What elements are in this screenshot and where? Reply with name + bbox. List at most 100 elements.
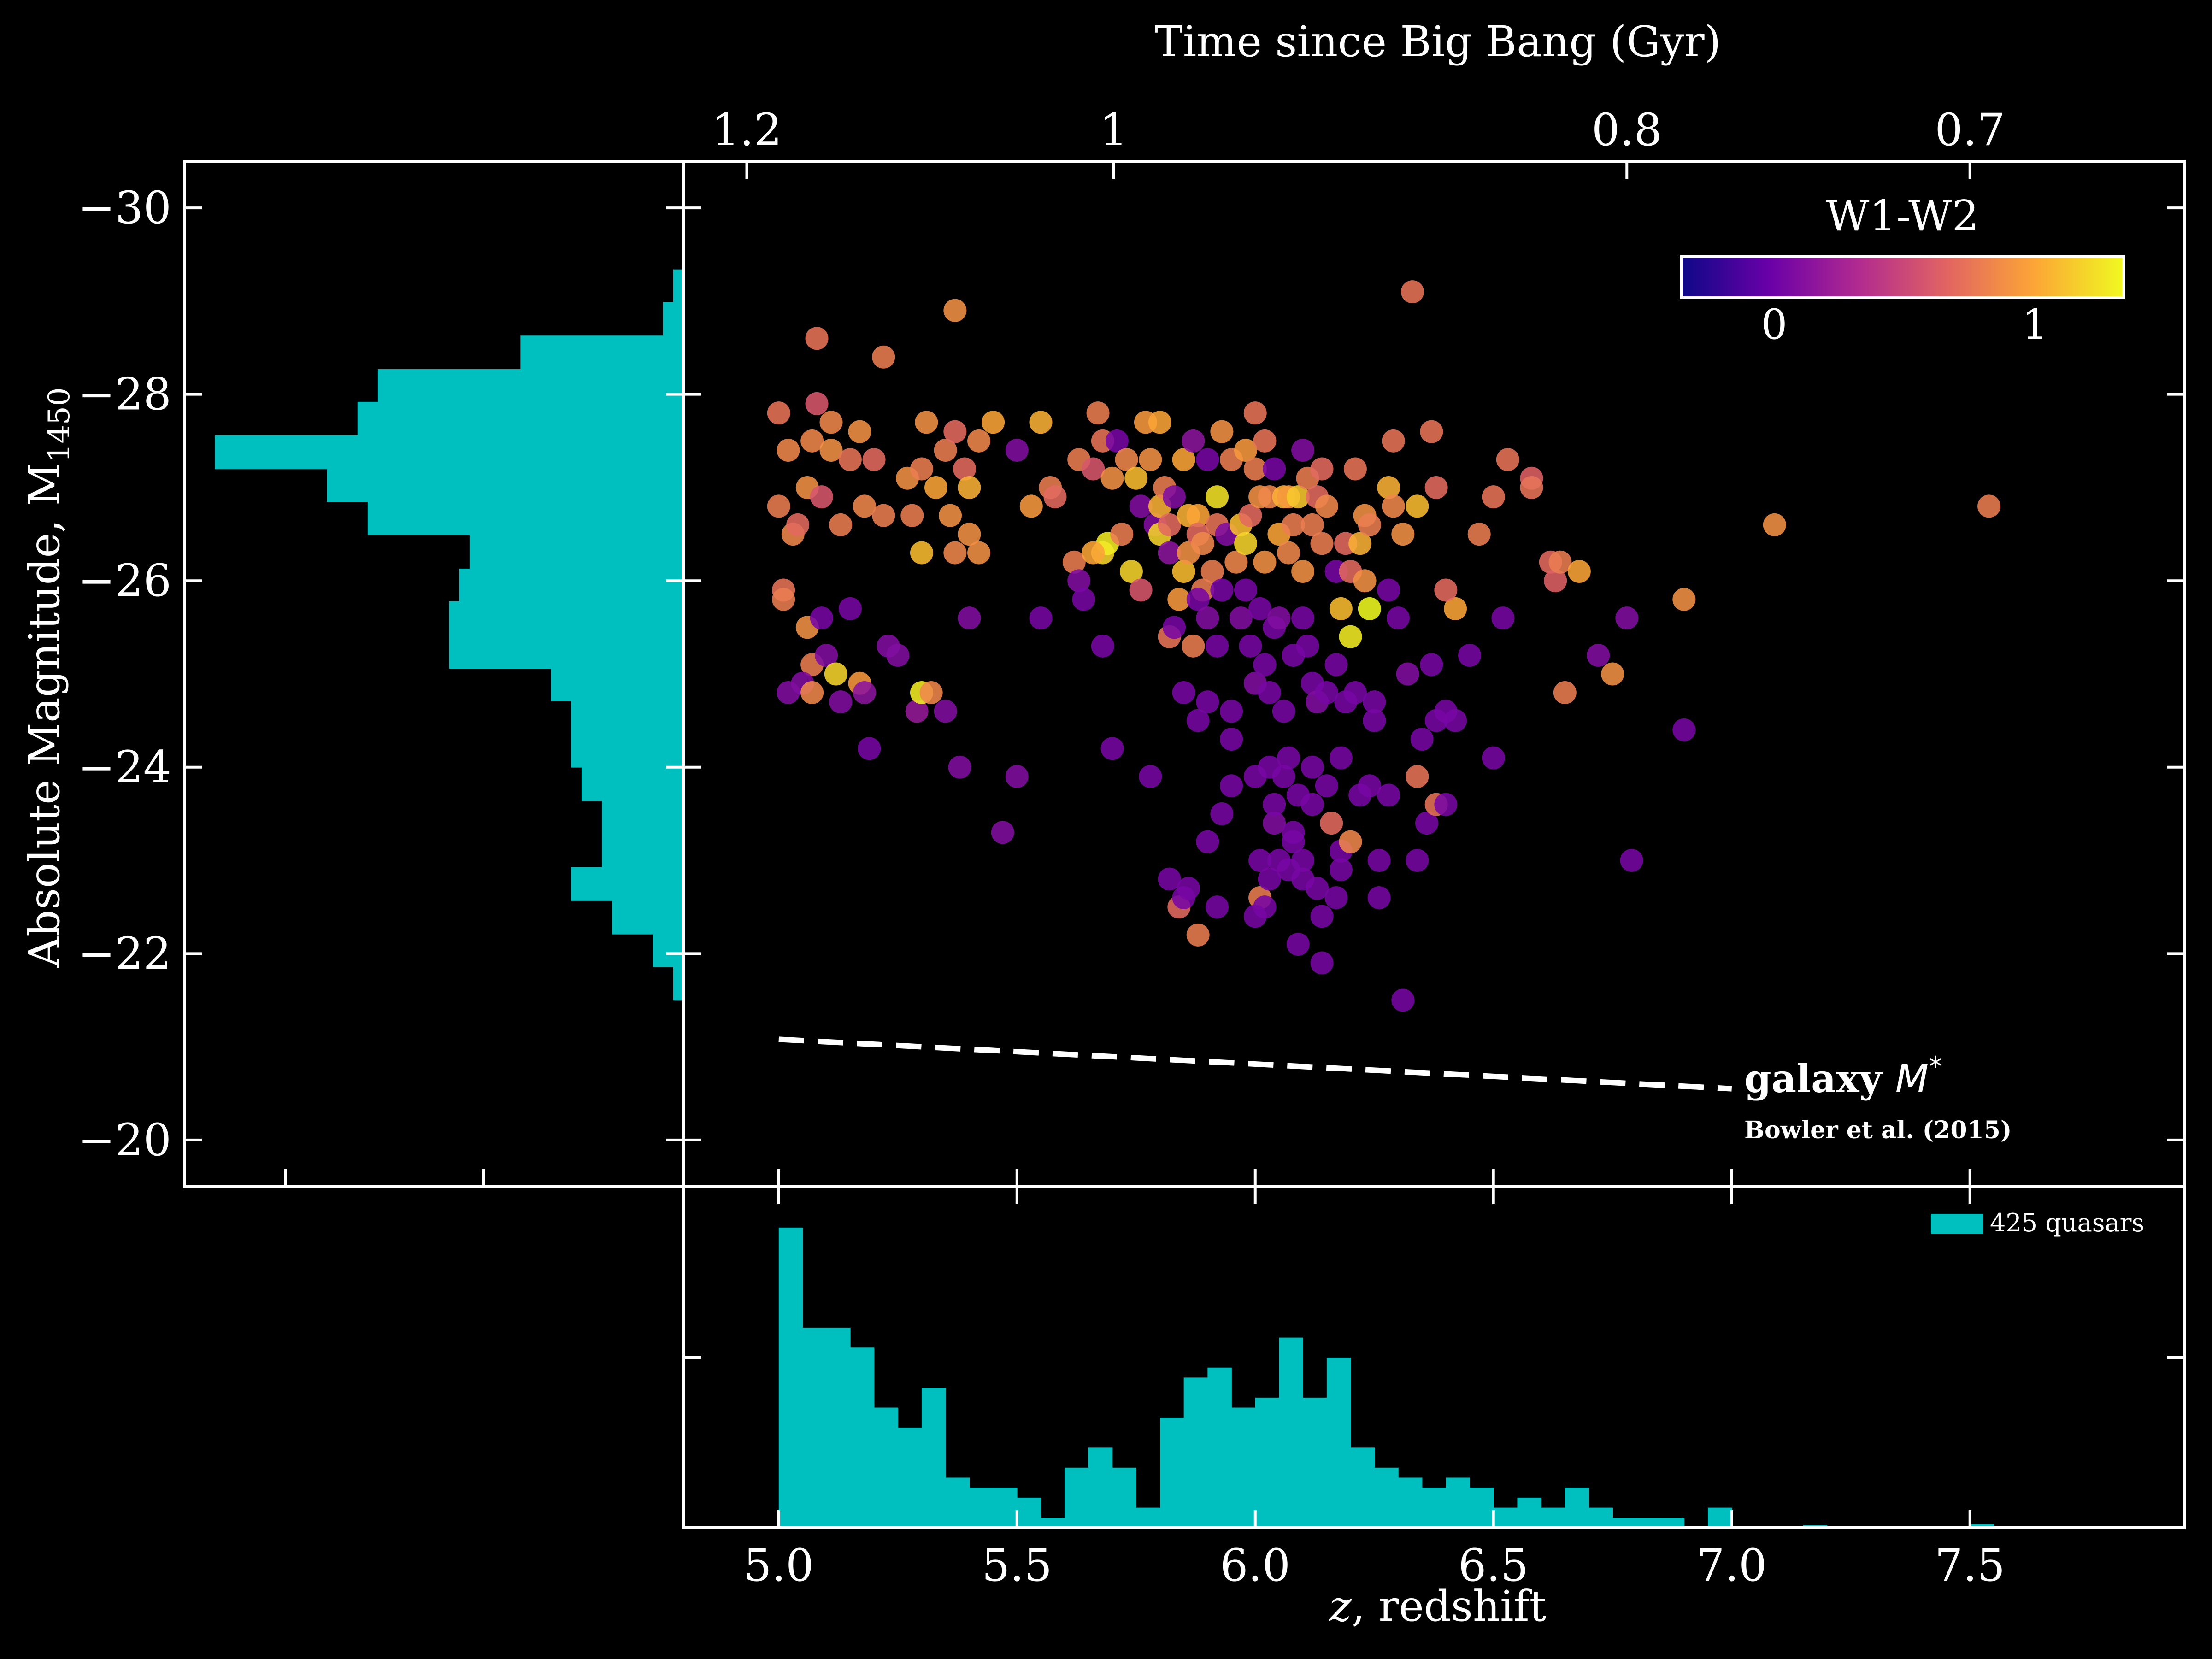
quasar-point bbox=[1196, 830, 1219, 853]
legend-swatch bbox=[1931, 1214, 1983, 1234]
quasar-point bbox=[1263, 457, 1286, 481]
quasar-point bbox=[1291, 439, 1315, 462]
quasar-point bbox=[1100, 466, 1124, 490]
redshift-bin-bar bbox=[1326, 1357, 1351, 1528]
quasar-point bbox=[1467, 523, 1491, 546]
quasar-point bbox=[1148, 411, 1171, 434]
galaxy-annotation-star: * bbox=[1929, 1051, 1942, 1083]
quasar-point bbox=[853, 681, 876, 704]
redshift-bin-bar bbox=[874, 1407, 899, 1528]
quasar-point bbox=[1234, 578, 1258, 602]
y-axis-label: Absolute Magnitude, M1450 bbox=[20, 387, 76, 968]
magnitude-bin-bar bbox=[215, 435, 683, 470]
quasar-point bbox=[1105, 429, 1129, 453]
redshift-bin-bar bbox=[1207, 1367, 1232, 1528]
galaxy-annotation-math: M bbox=[1895, 1056, 1929, 1101]
quasar-point bbox=[1115, 448, 1138, 471]
quasar-point bbox=[1296, 634, 1319, 658]
quasar-point bbox=[943, 541, 967, 565]
quasar-point bbox=[1172, 681, 1195, 704]
x-axis-label: z, redshift bbox=[1329, 1582, 1546, 1631]
quasar-point bbox=[853, 494, 876, 518]
quasar-point bbox=[943, 420, 967, 443]
quasar-point bbox=[829, 690, 853, 714]
scatter-points bbox=[767, 280, 2001, 1012]
quasar-point bbox=[1110, 523, 1134, 546]
magnitude-bin-bar bbox=[357, 401, 683, 436]
magnitude-bin-bar bbox=[602, 800, 683, 835]
quasar-point bbox=[1200, 560, 1224, 583]
quasar-point bbox=[1420, 653, 1443, 677]
quasar-point bbox=[1224, 550, 1248, 574]
quasar-point bbox=[1019, 494, 1043, 518]
redshift-bin-bar bbox=[1565, 1488, 1589, 1528]
quasar-point bbox=[1082, 457, 1105, 481]
quasar-point bbox=[958, 476, 981, 499]
quasar-point bbox=[1258, 755, 1281, 779]
x-axis-label-rest: , redshift bbox=[1352, 1582, 1547, 1631]
redshift-bin-bar bbox=[1231, 1407, 1256, 1528]
quasar-point bbox=[1206, 634, 1229, 658]
quasar-point bbox=[1424, 476, 1448, 499]
quasar-point bbox=[1601, 662, 1624, 686]
quasar-point bbox=[1339, 830, 1362, 853]
redshift-bin-bar bbox=[1065, 1467, 1089, 1528]
quasar-point bbox=[1220, 774, 1243, 798]
quasar-point bbox=[1553, 681, 1577, 704]
quasar-point bbox=[1310, 457, 1334, 481]
quasar-point bbox=[910, 541, 933, 565]
top-axis-label: Time since Big Bang (Gyr) bbox=[1154, 17, 1721, 66]
bowler-citation: Bowler et al. (2015) bbox=[1744, 1116, 2012, 1144]
redshift-bin-bar bbox=[1660, 1518, 1685, 1528]
quasar-point bbox=[939, 504, 962, 527]
quasar-point bbox=[1277, 541, 1300, 565]
quasar-point bbox=[1415, 812, 1438, 835]
quasar-point bbox=[1243, 401, 1267, 425]
redshift-bin-bar bbox=[1159, 1418, 1184, 1528]
quasar-point bbox=[1977, 494, 2001, 518]
y-tick-label: −30 bbox=[78, 182, 171, 234]
quasar-point bbox=[1367, 886, 1391, 909]
magnitude-bin-bar bbox=[673, 269, 683, 303]
quasar-point bbox=[805, 327, 829, 350]
quasar-point bbox=[919, 681, 943, 704]
magnitude-bin-bar bbox=[449, 601, 683, 635]
quasar-point bbox=[1286, 485, 1310, 509]
quasar-point bbox=[1382, 494, 1405, 518]
redshift-bin-bar bbox=[1136, 1507, 1160, 1528]
quasar-point bbox=[1282, 513, 1305, 536]
quasar-point bbox=[1291, 560, 1315, 583]
quasar-point bbox=[1206, 485, 1229, 509]
magnitude-bin-bar bbox=[602, 834, 683, 868]
quasar-point bbox=[1300, 793, 1324, 816]
quasar-point bbox=[1182, 634, 1205, 658]
quasar-point bbox=[810, 485, 833, 509]
magnitude-bin-bar bbox=[520, 335, 683, 370]
quasar-point bbox=[1139, 448, 1162, 471]
quasar-point bbox=[1615, 606, 1639, 630]
quasar-point bbox=[1196, 606, 1219, 630]
quasar-point bbox=[905, 700, 929, 723]
redshift-bin-bar bbox=[1017, 1497, 1041, 1528]
quasar-point bbox=[1186, 588, 1210, 611]
quasar-point bbox=[1086, 401, 1110, 425]
left-axes-frame bbox=[183, 160, 685, 1188]
quasar-point bbox=[1234, 532, 1258, 555]
quasar-point bbox=[1310, 532, 1334, 555]
colorbar-tick-0: 0 bbox=[1761, 300, 1787, 349]
y-axis-label-main: Absolute Magnitude, M bbox=[20, 462, 69, 968]
quasar-point bbox=[1672, 718, 1696, 741]
quasar-point bbox=[1310, 951, 1334, 975]
galaxy-annotation-text: galaxy bbox=[1744, 1056, 1895, 1101]
redshift-bin-bar bbox=[1279, 1337, 1303, 1528]
quasar-point bbox=[1386, 606, 1410, 630]
redshift-bin-bar bbox=[921, 1388, 946, 1528]
quasar-point bbox=[838, 597, 862, 620]
quasar-point bbox=[1129, 578, 1153, 602]
redshift-bin-bar bbox=[802, 1327, 827, 1528]
quasar-point bbox=[1005, 439, 1029, 462]
quasar-point bbox=[1358, 513, 1381, 536]
quasar-point bbox=[838, 448, 862, 471]
redshift-bin-bar bbox=[945, 1477, 970, 1528]
